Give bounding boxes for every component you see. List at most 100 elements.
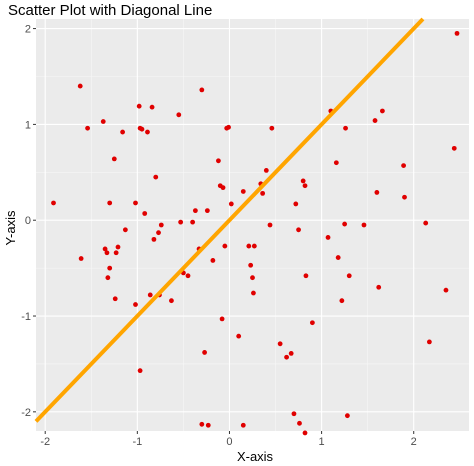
scatter-point bbox=[100, 119, 106, 124]
scatter-point bbox=[107, 200, 113, 206]
scatter-point bbox=[192, 208, 198, 214]
scatter-point bbox=[454, 30, 460, 36]
scatter-point bbox=[296, 227, 301, 233]
scatter-point bbox=[342, 221, 348, 227]
scatter-point bbox=[284, 354, 289, 360]
scatter-point bbox=[250, 275, 255, 281]
scatter-point bbox=[325, 235, 331, 240]
scatter-point bbox=[113, 250, 119, 256]
scatter-point bbox=[372, 118, 378, 123]
scatter-point bbox=[344, 413, 350, 419]
x-tick-label: 1 bbox=[319, 436, 325, 448]
scatter-point bbox=[333, 160, 339, 166]
scatter-point bbox=[443, 287, 449, 293]
x-tick-label: -2 bbox=[40, 436, 50, 448]
scatter-point bbox=[240, 422, 246, 428]
scatter-point bbox=[122, 227, 128, 233]
scatter-point bbox=[216, 158, 221, 164]
data-points bbox=[51, 30, 460, 436]
scatter-point bbox=[199, 421, 205, 427]
scatter-point bbox=[145, 129, 150, 135]
scatter-point bbox=[302, 430, 308, 436]
scatter-point bbox=[309, 320, 315, 326]
scatter-point bbox=[111, 156, 117, 162]
scatter-point bbox=[133, 302, 138, 307]
scatter-point bbox=[374, 190, 380, 195]
scatter-point bbox=[158, 222, 164, 228]
scatter-point bbox=[226, 124, 231, 130]
scatter-point bbox=[346, 273, 352, 279]
scatter-point bbox=[302, 183, 308, 189]
scatter-point bbox=[401, 163, 406, 168]
x-tick-label: -1 bbox=[132, 436, 142, 448]
scatter-point bbox=[426, 339, 432, 345]
scatter-point bbox=[343, 125, 348, 131]
scatter-point bbox=[423, 220, 429, 226]
y-tick-label: -1 bbox=[21, 311, 31, 323]
scatter-point bbox=[240, 189, 246, 194]
x-tick-label: 0 bbox=[226, 436, 232, 448]
scatter-point bbox=[220, 185, 226, 191]
y-tick-label: 2 bbox=[25, 24, 31, 36]
x-axis-title: X-axis bbox=[237, 449, 274, 464]
scatter-point bbox=[361, 222, 367, 228]
diagonal-line bbox=[34, 17, 425, 423]
scatter-point bbox=[77, 83, 83, 89]
scatter-point bbox=[149, 104, 155, 110]
scatter-point bbox=[102, 246, 108, 252]
scatter-point bbox=[153, 174, 159, 180]
scatter-point bbox=[263, 167, 269, 173]
scatter-point bbox=[199, 87, 205, 93]
scatter-point bbox=[300, 178, 306, 184]
scatter-point bbox=[156, 230, 161, 236]
scatter-point bbox=[51, 200, 56, 206]
scatter-point bbox=[260, 190, 266, 196]
scatter-point bbox=[176, 112, 182, 118]
scatter-point bbox=[178, 219, 184, 225]
x-axis: -2 -1 0 1 2 bbox=[40, 431, 417, 448]
scatter-point bbox=[380, 108, 385, 114]
scatter-point bbox=[376, 284, 382, 290]
scatter-point bbox=[251, 290, 256, 296]
scatter-point bbox=[112, 296, 118, 302]
scatter-point bbox=[451, 145, 457, 151]
scatter-point bbox=[269, 125, 275, 131]
scatter-point bbox=[133, 200, 138, 206]
scatter-point bbox=[202, 350, 207, 355]
plot-panel bbox=[36, 19, 469, 431]
scatter-point bbox=[277, 341, 283, 347]
scatter-point bbox=[147, 292, 153, 298]
scatter-point bbox=[115, 244, 121, 250]
scatter-point bbox=[246, 243, 252, 249]
scatter-point bbox=[142, 211, 148, 216]
scatter-point bbox=[151, 236, 157, 242]
scatter-point bbox=[339, 298, 345, 304]
scatter-point bbox=[210, 258, 216, 263]
scatter-point bbox=[219, 316, 225, 322]
scatter-point bbox=[185, 273, 191, 279]
y-axis: -2 -1 0 1 2 bbox=[21, 24, 36, 419]
scatter-point bbox=[205, 422, 211, 428]
scatter-point bbox=[251, 243, 257, 249]
y-tick-label: -2 bbox=[21, 407, 31, 419]
scatter-point bbox=[297, 420, 302, 426]
y-axis-title: Y-axis bbox=[3, 210, 18, 245]
scatter-point bbox=[222, 243, 228, 249]
x-tick-label: 2 bbox=[411, 436, 417, 448]
scatter-point bbox=[291, 411, 297, 417]
scatter-point bbox=[335, 255, 341, 260]
scatter-point bbox=[105, 275, 111, 281]
scatter-point bbox=[228, 201, 234, 207]
major-gridlines bbox=[36, 19, 469, 431]
scatter-point bbox=[136, 103, 142, 109]
y-tick-label: 1 bbox=[25, 119, 31, 131]
chart-title: Scatter Plot with Diagonal Line bbox=[8, 2, 212, 19]
scatter-point bbox=[303, 273, 309, 279]
scatter-point bbox=[236, 333, 242, 339]
scatter-point bbox=[288, 350, 294, 356]
scatter-point bbox=[104, 250, 110, 256]
scatter-point bbox=[169, 298, 174, 304]
scatter-point bbox=[204, 208, 210, 214]
scatter-point bbox=[248, 262, 254, 268]
